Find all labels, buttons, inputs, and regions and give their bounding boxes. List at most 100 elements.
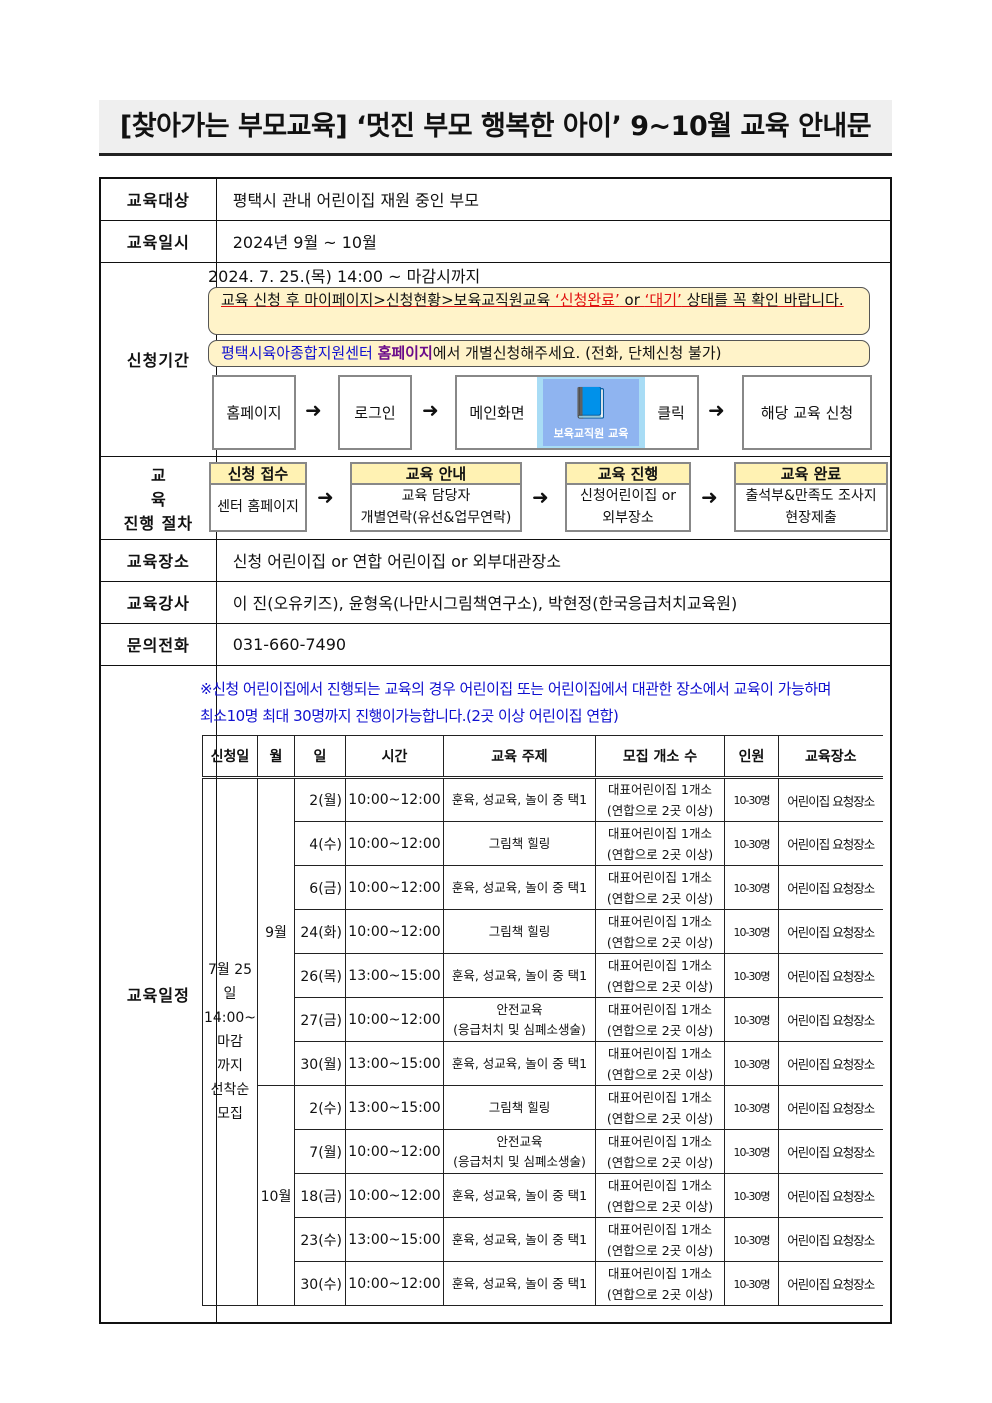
cell-time: 13:00~15:00 [345,1217,444,1262]
cell-time: 13:00~15:00 [345,953,444,998]
cell-people: 10-30명 [724,1129,779,1174]
cell-sites: 대표어린이집 1개소 (연합으로 2곳 이상) [595,1173,725,1218]
value-place: 신청 어린이집 or 연합 어린이집 or 외부대관장소 [215,538,892,582]
cell-sites: 대표어린이집 1개소 (연합으로 2곳 이상) [595,1085,725,1130]
cell-people: 10-30명 [724,953,779,998]
label-contact: 문의전화 [99,622,217,666]
cell-topic: 훈육, 성교육, 놀이 중 택1 [443,1217,596,1262]
cell-sites: 대표어린이집 1개소 (연합으로 2곳 이상) [595,1129,725,1174]
cell-location: 어린이집 요청장소 [778,953,883,998]
label-apply: 신청기간 [99,261,217,457]
cell-location: 어린이집 요청장소 [778,1173,883,1218]
cell-people: 10-30명 [724,865,779,910]
notice-text-complete: ‘신청완료’ [555,291,620,309]
process-body: 출석부&만족도 조사지 [745,488,877,504]
cell-location: 어린이집 요청장소 [778,997,883,1042]
value-instructor: 이 진(오유키즈), 윤형옥(나만시그림책연구소), 박현정(한국응급처치교육원… [215,580,892,624]
cell-day: 4(수) [294,821,346,866]
cell-location: 어린이집 요청장소 [778,865,883,910]
cell-sites: 대표어린이집 1개소 (연합으로 2곳 이상) [595,997,725,1042]
notice-text-or: or [619,291,645,309]
cell-day: 24(화) [294,909,346,954]
row-place: 교육장소 신청 어린이집 or 연합 어린이집 or 외부대관장소 [99,538,892,582]
process-step-4: 교육 완료 출석부&만족도 조사지 현장제출 [734,462,888,532]
cell-location: 어린이집 요청장소 [778,1041,883,1086]
step-click-label: 클릭 [657,404,685,422]
label-process-1: 교 육 [151,465,216,509]
cell-location: 어린이집 요청장소 [778,821,883,866]
cell-apply-date: 7월 25일 14:00~ 마감 까지 선착순 모집 [202,777,258,1306]
cell-sites: 대표어린이집 1개소 (연합으로 2곳 이상) [595,865,725,910]
value-contact: 031-660-7490 [215,622,892,666]
table-row: 30(월) 13:00~15:00 훈육, 성교육, 놀이 중 택1 대표어린이집 1… [203,1041,883,1086]
cell-people: 10-30명 [724,1261,779,1306]
cell-time: 13:00~15:00 [345,1085,444,1130]
process-head: 교육 안내 [352,464,520,485]
header-sites: 모집 개소 수 [595,735,725,779]
cell-topic: 훈육, 성교육, 놀이 중 택1 [443,1173,596,1218]
process-step-3: 교육 진행 신청어린이집 or 외부장소 [565,462,691,532]
label-instructor: 교육강사 [99,580,217,624]
cell-sites: 대표어린이집 1개소 (연합으로 2곳 이상) [595,777,725,822]
cell-time: 10:00~12:00 [345,865,444,910]
cell-time: 10:00~12:00 [345,1129,444,1174]
process-body: 개별연락(유선&업무연락) [360,510,512,526]
cell-people: 10-30명 [724,1173,779,1218]
header-month: 월 [257,735,295,779]
cell-topic: 안전교육 (응급처치 및 심폐소생술) [443,1129,596,1174]
schedule-note-1: ※신청 어린이집에서 진행되는 교육의 경우 어린이집 또는 어린이집에서 대관… [200,680,831,698]
value-date: 2024년 9월 ~ 10월 [215,219,892,263]
cell-sites: 대표어린이집 1개소 (연합으로 2곳 이상) [595,1261,725,1306]
step-apply: 해당 교육 신청 [742,375,872,450]
process-body: 신청어린이집 or [579,488,677,504]
cell-time: 10:00~12:00 [345,1173,444,1218]
apply-date-line: 7월 25일 [207,962,253,1002]
cell-topic: 훈육, 성교육, 놀이 중 택1 [443,777,596,822]
table-row: 7(월) 10:00~12:00 안전교육 (응급처치 및 심폐소생술) 대표어린이집… [203,1129,883,1174]
apply-date-line: 모집 [217,1106,243,1122]
cell-day: 7(월) [294,1129,346,1174]
process-body: 현장제출 [785,510,837,526]
arrow-right-icon: ➜ [532,485,549,509]
cell-topic: 훈육, 성교육, 놀이 중 택1 [443,1041,596,1086]
cell-day: 30(수) [294,1261,346,1306]
schedule-note-2: 최소10명 최대 30명까지 진행이가능합니다.(2곳 이상 어린이집 연합) [200,707,619,725]
cell-topic: 안전교육 (응급처치 및 심폐소생술) [443,997,596,1042]
notice-homepage-link: 홈페이지 [377,344,433,362]
notice-text-e: 상태를 꼭 확인 바랍니다. [681,291,844,309]
cell-location: 어린이집 요청장소 [778,1217,883,1262]
cell-day: 2(월) [294,777,346,822]
table-row: 26(목) 13:00~15:00 훈육, 성교육, 놀이 중 택1 대표어린이집 1… [203,953,883,998]
table-row: 18(금) 10:00~12:00 훈육, 성교육, 놀이 중 택1 대표어린이집 1… [203,1173,883,1218]
banner-label: 보육교직원 교육 [553,427,629,440]
table-row: 6(금) 10:00~12:00 훈육, 성교육, 놀이 중 택1 대표어린이집 1개… [203,865,883,910]
cell-location: 어린이집 요청장소 [778,909,883,954]
cell-time: 10:00~12:00 [345,1261,444,1306]
cell-topic: 그림책 힐링 [443,1085,596,1130]
cell-topic: 훈육, 성교육, 놀이 중 택1 [443,1261,596,1306]
step-login: 로그인 [338,375,412,450]
cell-time: 10:00~12:00 [345,821,444,866]
table-row: 4(수) 10:00~12:00 그림책 힐링 대표어린이집 1개소 (연합으로 2곳… [203,821,883,866]
cell-location: 어린이집 요청장소 [778,1261,883,1306]
cell-day: 18(금) [294,1173,346,1218]
cell-people: 10-30명 [724,821,779,866]
header-day: 일 [294,735,346,779]
schedule-note: ※신청 어린이집에서 진행되는 교육의 경우 어린이집 또는 어린이집에서 대관… [200,676,831,730]
banner-education: 📘 보육교직원 교육 [537,377,645,448]
process-head: 교육 진행 [567,464,689,485]
cell-people: 10-30명 [724,1217,779,1262]
cell-people: 10-30명 [724,777,779,822]
table-row: 23(수) 13:00~15:00 훈육, 성교육, 놀이 중 택1 대표어린이집 1… [203,1217,883,1262]
cell-month: 9월 [257,777,295,1086]
arrow-right-icon: ➜ [701,485,718,509]
cell-people: 10-30명 [724,1041,779,1086]
cell-location: 어린이집 요청장소 [778,1085,883,1130]
step-main: 메인화면 📘 보육교직원 교육 클릭 [455,375,699,450]
process-step-1: 신청 접수 센터 홈페이지 [209,462,307,532]
notice-text-a: 교육 신청 후 마이페이지>신청현황>보육교직원교육 [221,291,556,309]
arrow-right-icon: ➜ [708,398,725,422]
row-contact: 문의전화 031-660-7490 [99,622,892,666]
apply-date-line: 선착순 [210,1082,250,1098]
header-location: 교육장소 [778,735,883,779]
